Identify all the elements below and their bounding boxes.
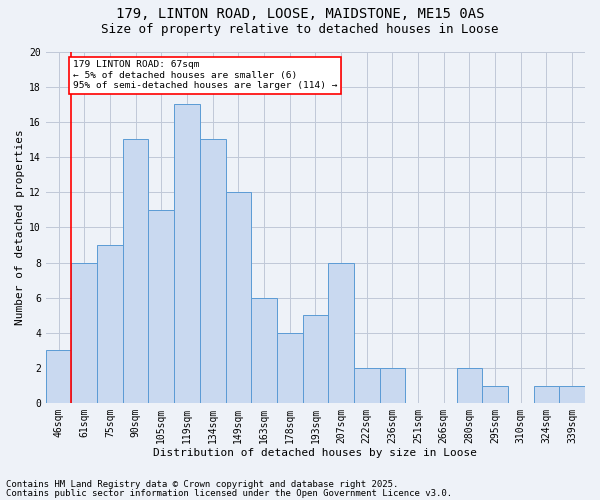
- Text: Size of property relative to detached houses in Loose: Size of property relative to detached ho…: [101, 22, 499, 36]
- Bar: [457, 368, 482, 403]
- Bar: [277, 333, 302, 403]
- Bar: [226, 192, 251, 403]
- Bar: [46, 350, 71, 403]
- Text: 179 LINTON ROAD: 67sqm
← 5% of detached houses are smaller (6)
95% of semi-detac: 179 LINTON ROAD: 67sqm ← 5% of detached …: [73, 60, 337, 90]
- Bar: [328, 262, 354, 403]
- Text: Contains public sector information licensed under the Open Government Licence v3: Contains public sector information licen…: [6, 489, 452, 498]
- Y-axis label: Number of detached properties: Number of detached properties: [15, 130, 25, 325]
- Bar: [148, 210, 174, 403]
- Bar: [251, 298, 277, 403]
- Text: 179, LINTON ROAD, LOOSE, MAIDSTONE, ME15 0AS: 179, LINTON ROAD, LOOSE, MAIDSTONE, ME15…: [116, 8, 484, 22]
- Bar: [200, 140, 226, 403]
- Bar: [482, 386, 508, 403]
- Bar: [71, 262, 97, 403]
- Bar: [559, 386, 585, 403]
- X-axis label: Distribution of detached houses by size in Loose: Distribution of detached houses by size …: [154, 448, 478, 458]
- Bar: [354, 368, 380, 403]
- Bar: [123, 140, 148, 403]
- Bar: [533, 386, 559, 403]
- Bar: [302, 316, 328, 403]
- Bar: [97, 245, 123, 403]
- Text: Contains HM Land Registry data © Crown copyright and database right 2025.: Contains HM Land Registry data © Crown c…: [6, 480, 398, 489]
- Bar: [380, 368, 405, 403]
- Bar: [174, 104, 200, 403]
